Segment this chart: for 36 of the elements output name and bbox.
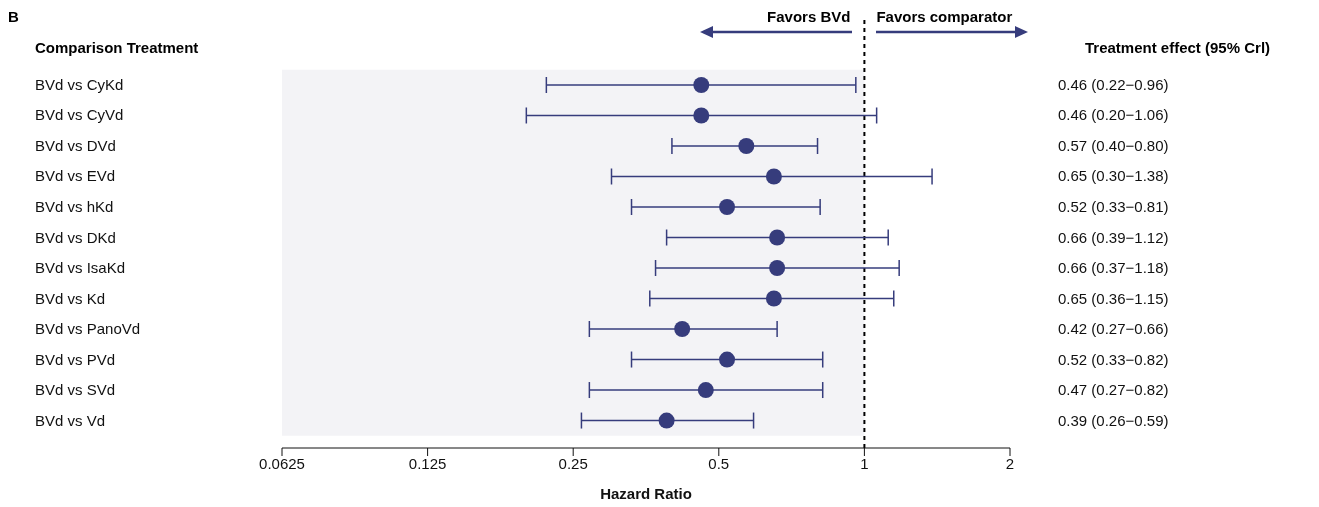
y-tick-label: BVd vs Vd xyxy=(35,411,106,429)
y-tick-label: BVd vs PanoVd xyxy=(35,320,141,338)
data-label: 0.65 (0.36−1.15) xyxy=(1058,289,1169,307)
text: Favors BVd xyxy=(767,8,851,25)
y-tick-label: BVd vs CyKd xyxy=(35,75,124,93)
data-label: 0.57 (0.40−0.80) xyxy=(1058,136,1169,154)
y-tick-label: BVd vs hKd xyxy=(35,198,114,215)
x-axis-title: Hazard Ratio xyxy=(600,485,692,502)
y-tick-label: BVd vs CyVd xyxy=(35,106,124,124)
x-tick-label: 1 xyxy=(860,454,869,472)
data-label: 0.52 (0.33−0.81) xyxy=(1058,198,1169,215)
y-tick-label: BVd vs DVd xyxy=(35,136,116,154)
y-axis-title: Comparison Treatment xyxy=(35,39,199,56)
y-tick-label: BVd vs SVd xyxy=(35,381,116,399)
x-tick-label: 0.125 xyxy=(408,454,447,472)
data-label: 0.66 (0.39−1.12) xyxy=(1058,228,1169,246)
x-tick-label: 0.0625 xyxy=(259,454,305,472)
y-tick-label: BVd vs Kd xyxy=(35,289,106,307)
y-tick-label: BVd vs IsaKd xyxy=(35,259,126,277)
y-tick-label: BVd vs DKd xyxy=(35,228,116,246)
data-label: 0.66 (0.37−1.18) xyxy=(1058,259,1169,277)
data-label: 0.39 (0.26−0.59) xyxy=(1058,411,1169,429)
x-tick-label: 0.25 xyxy=(558,454,588,472)
text: Favors comparator xyxy=(876,8,1013,25)
data-label: 0.42 (0.27−0.66) xyxy=(1058,320,1169,338)
x-tick-label: 0.5 xyxy=(708,454,730,472)
y-tick-label: BVd vs PVd xyxy=(35,350,116,368)
data-label: 0.65 (0.30−1.38) xyxy=(1058,167,1169,185)
data-label: 0.47 (0.27−0.82) xyxy=(1058,381,1169,399)
data-label: 0.52 (0.33−0.82) xyxy=(1058,350,1169,368)
data-label: 0.46 (0.20−1.06) xyxy=(1058,106,1169,124)
y2-axis-title: Treatment effect (95% Crl) xyxy=(1085,39,1271,56)
text: B xyxy=(8,8,19,25)
x-tick-label: 2 xyxy=(1005,454,1015,472)
y-tick-label: BVd vs EVd xyxy=(35,167,116,185)
data-label: 0.46 (0.22−0.96) xyxy=(1058,75,1169,93)
